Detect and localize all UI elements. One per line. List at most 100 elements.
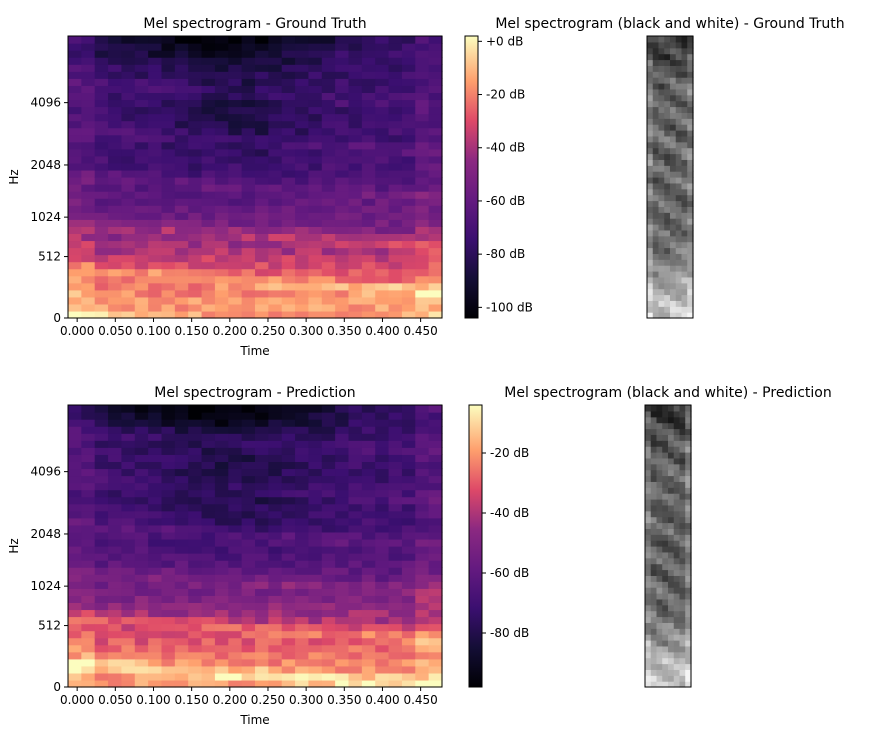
bw-cell	[645, 669, 651, 675]
spectrogram-cell	[335, 652, 349, 660]
spectrogram-cell	[389, 525, 403, 533]
spectrogram-cell	[68, 624, 82, 632]
spectrogram-cell	[362, 553, 376, 561]
spectrogram-cell	[268, 198, 282, 206]
bw-cell	[676, 118, 682, 124]
spectrogram-cell	[121, 426, 135, 434]
spectrogram-cell	[415, 290, 429, 298]
spectrogram-cell	[375, 539, 389, 547]
bw-cell	[680, 605, 686, 611]
spectrogram-cell	[389, 511, 403, 519]
spectrogram-cell	[108, 426, 122, 434]
spectrogram-cell	[402, 412, 416, 420]
spectrogram-cell	[242, 567, 256, 575]
spectrogram-cell	[349, 149, 363, 157]
spectrogram-cell	[362, 57, 376, 65]
spectrogram-cell	[188, 617, 202, 625]
spectrogram-cell	[335, 142, 349, 150]
bw-cell	[674, 669, 680, 675]
spectrogram-cell	[282, 248, 296, 256]
bw-cell	[651, 440, 657, 446]
spectrogram-cell	[282, 532, 296, 540]
spectrogram-cell	[335, 490, 349, 498]
spectrogram-cell	[402, 50, 416, 58]
spectrogram-cell	[255, 248, 269, 256]
bw-cell	[657, 464, 663, 470]
bw-cell	[676, 295, 682, 301]
bw-cell	[668, 634, 674, 640]
spectrogram-cell	[121, 680, 135, 688]
spectrogram-cell	[228, 511, 242, 519]
bw-cell	[659, 236, 665, 242]
bw-cell	[668, 458, 674, 464]
bw-cell	[676, 159, 682, 165]
spectrogram-cell	[402, 588, 416, 596]
bw-cell	[670, 201, 676, 207]
spectrogram-cell	[215, 198, 229, 206]
bw-cell	[653, 224, 659, 230]
spectrogram-cell	[282, 290, 296, 298]
spectrogram-cell	[362, 170, 376, 178]
spectrogram-cell	[389, 539, 403, 547]
bw-cell	[659, 130, 665, 136]
bw-cell	[662, 505, 668, 511]
spectrogram-cell	[108, 511, 122, 519]
bw-cell	[670, 283, 676, 289]
spectrogram-cell	[162, 638, 176, 646]
spectrogram-cell	[349, 518, 363, 526]
spectrogram-cell	[268, 57, 282, 65]
spectrogram-cell	[215, 240, 229, 248]
spectrogram-cell	[242, 673, 256, 681]
spectrogram-cell	[268, 518, 282, 526]
spectrogram-cell	[335, 426, 349, 434]
bw-cell	[664, 48, 670, 54]
x-tick-label: 0.050	[98, 693, 132, 707]
spectrogram-cell	[268, 433, 282, 441]
spectrogram-cell	[215, 659, 229, 667]
spectrogram-cell	[322, 518, 336, 526]
bw-cell	[680, 523, 686, 529]
spectrogram-cell	[375, 511, 389, 519]
spectrogram-cell	[121, 468, 135, 476]
bw-cell	[647, 136, 653, 142]
bw-cell	[664, 60, 670, 66]
spectrogram-cell	[429, 276, 443, 284]
spectrogram-cell	[375, 638, 389, 646]
spectrogram-cell	[295, 304, 309, 312]
spectrogram-cell	[121, 461, 135, 469]
spectrogram-cell	[255, 483, 269, 491]
spectrogram-cell	[162, 624, 176, 632]
spectrogram-cell	[268, 560, 282, 568]
spectrogram-cell	[402, 645, 416, 653]
bw-cell	[670, 224, 676, 230]
spectrogram-cell	[282, 99, 296, 107]
spectrogram-cell	[322, 226, 336, 234]
bw-cell	[668, 493, 674, 499]
spectrogram-cell	[402, 638, 416, 646]
spectrogram-cell	[429, 468, 443, 476]
spectrogram-cell	[242, 212, 256, 220]
bw-cell	[645, 411, 651, 417]
spectrogram-cell	[429, 652, 443, 660]
spectrogram-cell	[335, 233, 349, 241]
bw-cell	[680, 464, 686, 470]
spectrogram-cell	[268, 135, 282, 143]
spectrogram-cell	[268, 609, 282, 617]
spectrogram-cell	[215, 405, 229, 413]
spectrogram-cell	[375, 588, 389, 596]
spectrogram-cell	[108, 419, 122, 427]
spectrogram-cell	[175, 652, 189, 660]
spectrogram-cell	[242, 205, 256, 213]
spectrogram-cell	[215, 680, 229, 688]
bw-cell	[651, 423, 657, 429]
spectrogram-cell	[255, 304, 269, 312]
spectrogram-cell	[429, 539, 443, 547]
spectrogram-cell	[308, 567, 322, 575]
spectrogram-cell	[108, 163, 122, 171]
spectrogram-cell	[322, 638, 336, 646]
spectrogram-cell	[362, 454, 376, 462]
spectrogram-cell	[95, 78, 109, 86]
spectrogram-cell	[215, 490, 229, 498]
bw-cell	[676, 183, 682, 189]
bw-cell	[659, 154, 665, 160]
